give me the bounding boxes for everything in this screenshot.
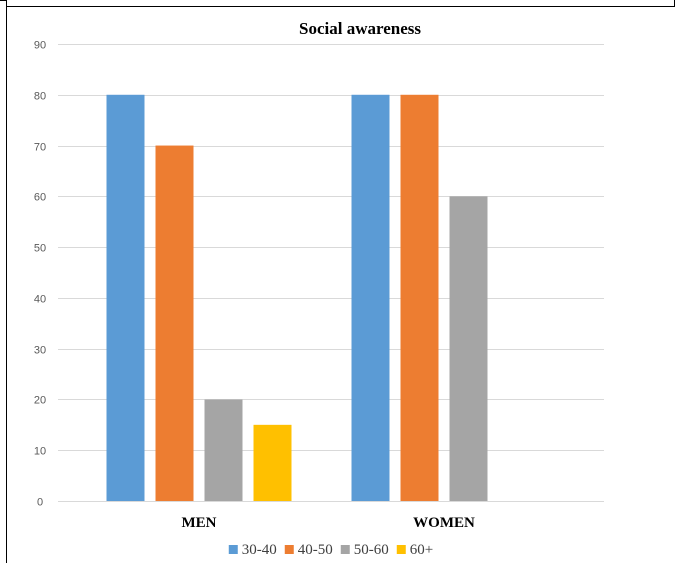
y-tick-label: 80 bbox=[34, 91, 46, 103]
frame-corner-left bbox=[0, 0, 7, 1]
y-tick-label: 0 bbox=[37, 497, 43, 509]
y-tick-label: 30 bbox=[34, 345, 46, 357]
bar-men-60plus bbox=[253, 424, 292, 501]
bar-men-30-40 bbox=[106, 94, 145, 502]
y-tick-label: 90 bbox=[34, 40, 46, 52]
frame-top-border bbox=[6, 6, 675, 7]
y-tick-label: 50 bbox=[34, 243, 46, 255]
y-tick-label: 40 bbox=[34, 294, 46, 306]
legend-swatch bbox=[340, 545, 350, 554]
y-tick-label: 60 bbox=[34, 192, 46, 204]
x-tick-label: MEN bbox=[182, 515, 217, 531]
x-axis-ticks: MEN WOMEN bbox=[182, 515, 475, 531]
bars bbox=[106, 94, 488, 502]
y-axis-ticks: 0 10 20 30 40 50 60 70 80 90 bbox=[34, 40, 46, 509]
legend: 30-40 40-50 50-60 60+ bbox=[228, 542, 433, 558]
bar-women-30-40 bbox=[351, 94, 390, 502]
legend-swatch bbox=[396, 545, 406, 554]
bar-men-40-50 bbox=[155, 145, 194, 502]
bar-men-50-60 bbox=[204, 399, 243, 501]
y-tick-label: 20 bbox=[34, 395, 46, 407]
chart-title: Social awareness bbox=[299, 19, 421, 38]
x-tick-label: WOMEN bbox=[413, 515, 475, 531]
legend-label: 60+ bbox=[410, 542, 433, 558]
legend-label: 30-40 bbox=[242, 542, 277, 558]
bar-women-40-50 bbox=[400, 94, 439, 502]
legend-label: 50-60 bbox=[354, 542, 389, 558]
legend-swatch bbox=[228, 545, 238, 554]
frame-left-border bbox=[6, 0, 7, 563]
legend-label: 40-50 bbox=[298, 542, 333, 558]
gridlines bbox=[58, 44, 604, 502]
y-tick-label: 70 bbox=[34, 142, 46, 154]
y-tick-label: 10 bbox=[34, 446, 46, 458]
legend-swatch bbox=[284, 545, 294, 554]
bar-women-50-60 bbox=[449, 196, 488, 502]
